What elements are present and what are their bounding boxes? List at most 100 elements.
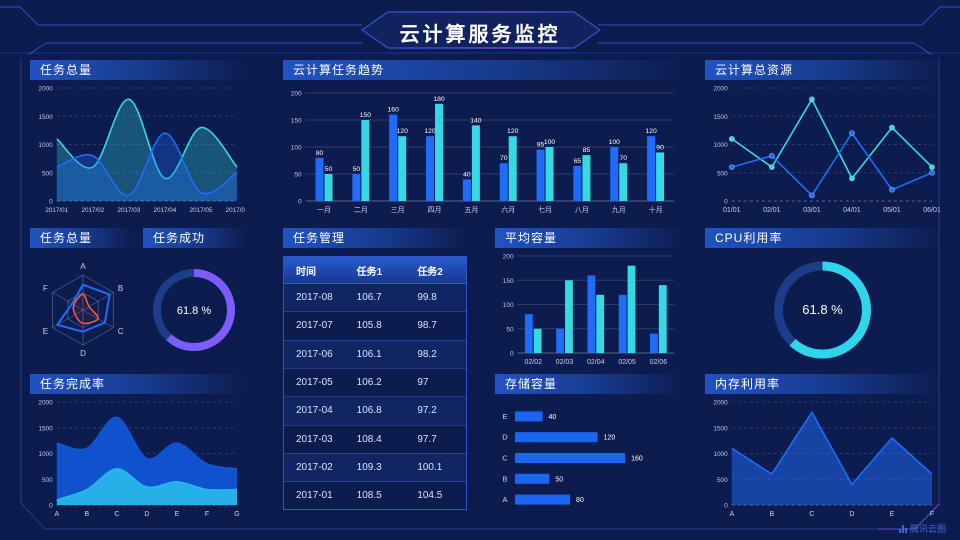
svg-text:150: 150: [503, 278, 514, 285]
svg-text:1000: 1000: [713, 142, 728, 149]
svg-text:2017/03: 2017/03: [117, 207, 140, 214]
table-col-header: 时间: [284, 257, 345, 284]
svg-text:D: D: [144, 511, 149, 518]
svg-text:七月: 七月: [538, 205, 552, 214]
svg-text:02/02: 02/02: [524, 359, 542, 366]
memory-line-chart: 0 500 1000 1500 2000 A B C D E F: [705, 394, 940, 520]
svg-text:E: E: [502, 412, 507, 421]
svg-text:150: 150: [291, 118, 302, 125]
svg-text:D: D: [502, 433, 508, 442]
svg-text:四月: 四月: [428, 206, 442, 214]
svg-text:2017/02: 2017/02: [81, 207, 104, 214]
svg-text:80: 80: [316, 150, 324, 157]
svg-text:200: 200: [291, 91, 302, 98]
svg-text:D: D: [849, 511, 854, 518]
avg-capacity-chart: 0 50 100 150 200 02/02 02/03 02/04 02/05 02/06: [495, 248, 682, 368]
table-col-header: 任务2: [405, 257, 466, 284]
table-row: 2017-02 109.3 100.1: [284, 453, 466, 482]
svg-text:0: 0: [510, 351, 514, 358]
svg-text:02/03: 02/03: [556, 359, 574, 366]
panel-title: 任务总量: [30, 60, 245, 80]
svg-text:120: 120: [645, 128, 657, 135]
tencent-cloud-chart-logo-icon: [898, 524, 907, 533]
panel-cloud-task-trend: 云计算任务趋势 0 50 100 150 200 一月 80 50 二月 50 150 三月 160 12…: [283, 60, 682, 216]
panel-task-total-trend: 任务总量 0 500 1000 1500 2000 2017/01 2017/02 2017/…: [30, 60, 249, 216]
svg-text:E: E: [175, 511, 180, 518]
cloud-task-trend-chart: 0 50 100 150 200 一月 80 50 二月 50 150 三月 160 120 四月 120 18…: [283, 80, 682, 216]
svg-text:0: 0: [49, 503, 53, 510]
table-col-header: 任务1: [344, 257, 406, 284]
svg-text:F: F: [205, 511, 209, 518]
svg-text:1000: 1000: [38, 451, 53, 458]
svg-text:三月: 三月: [391, 206, 405, 214]
svg-text:160: 160: [631, 456, 643, 463]
svg-text:A: A: [54, 511, 59, 518]
table-row: 2017-08 106.7 99.8: [284, 283, 466, 312]
svg-text:02/06: 02/06: [650, 359, 668, 366]
svg-text:1500: 1500: [713, 425, 728, 432]
svg-text:一月: 一月: [317, 206, 331, 214]
svg-text:100: 100: [609, 139, 621, 146]
svg-text:140: 140: [470, 117, 482, 124]
svg-text:50: 50: [555, 476, 563, 483]
svg-text:0: 0: [724, 199, 728, 206]
svg-text:0: 0: [298, 199, 302, 206]
svg-text:70: 70: [619, 155, 627, 162]
svg-text:八月: 八月: [575, 206, 589, 214]
task-table-wrap: 时间 任务1 任务2 2017-08 106.7 99.8 2017-07 105.8 98.…: [283, 256, 467, 510]
svg-text:120: 120: [397, 128, 409, 135]
svg-text:C: C: [809, 511, 814, 518]
svg-text:50: 50: [294, 172, 302, 179]
svg-text:70: 70: [500, 155, 508, 162]
svg-text:500: 500: [42, 477, 53, 484]
svg-text:01/01: 01/01: [723, 207, 741, 214]
page-title: 云计算服务监控: [399, 24, 561, 46]
panel-title: 存储容量: [495, 374, 682, 394]
svg-text:03/01: 03/01: [803, 207, 821, 214]
svg-text:二月: 二月: [354, 206, 368, 214]
svg-text:90: 90: [656, 144, 664, 151]
panel-title: 任务总量: [30, 228, 132, 248]
panel-title: 任务成功: [143, 228, 245, 248]
svg-text:E: E: [43, 327, 48, 336]
svg-text:十月: 十月: [649, 205, 663, 214]
svg-text:180: 180: [433, 96, 445, 103]
svg-text:500: 500: [717, 477, 728, 484]
svg-text:1500: 1500: [713, 114, 728, 121]
svg-text:0: 0: [49, 199, 53, 206]
svg-text:02/01: 02/01: [763, 207, 781, 214]
table-row: 2017-05 106.2 97: [284, 368, 466, 396]
panel-task-manage: 任务管理 时间 任务1 任务2 2017-08 106.7 99.8 2017-07 105…: [283, 228, 467, 514]
svg-text:120: 120: [604, 435, 616, 442]
svg-text:85: 85: [583, 147, 591, 154]
svg-text:B: B: [502, 474, 507, 483]
svg-text:F: F: [43, 284, 48, 293]
svg-text:61.8 %: 61.8 %: [177, 305, 211, 317]
svg-text:2000: 2000: [713, 400, 728, 407]
svg-text:A: A: [502, 495, 507, 504]
panel-task-success: 任务成功 61.8 %: [143, 228, 245, 368]
svg-text:0: 0: [724, 503, 728, 510]
table-row: 2017-03 108.4 97.7: [284, 425, 466, 453]
svg-text:50: 50: [325, 166, 333, 173]
svg-text:100: 100: [503, 302, 514, 309]
svg-text:1500: 1500: [38, 425, 53, 432]
panel-cpu-usage: CPU利用率 61.8 %: [705, 228, 940, 368]
panel-memory-usage: 内存利用率 0 500 1000 1500 2000 A B C D E F: [705, 374, 940, 520]
panel-title: 云计算总资源: [705, 60, 940, 80]
cloud-total-resources-chart: 0 500 1000 1500 2000 01/01 02/01 03/01 04/01 05/0…: [705, 80, 941, 216]
svg-text:160: 160: [388, 107, 400, 114]
svg-text:1000: 1000: [38, 142, 53, 149]
svg-text:D: D: [80, 349, 86, 358]
task-table-body: 2017-08 106.7 99.8 2017-07 105.8 98.7 2017-06 1…: [284, 283, 466, 510]
svg-text:2000: 2000: [38, 86, 53, 93]
panel-title: 内存利用率: [705, 374, 940, 394]
svg-text:G: G: [234, 511, 239, 518]
svg-text:120: 120: [424, 128, 436, 135]
svg-text:2017/05: 2017/05: [190, 207, 213, 214]
svg-text:80: 80: [576, 497, 584, 504]
svg-text:50: 50: [506, 326, 514, 333]
svg-text:1500: 1500: [38, 114, 53, 121]
svg-text:02/04: 02/04: [587, 359, 605, 366]
svg-text:2017/06: 2017/06: [226, 207, 245, 214]
